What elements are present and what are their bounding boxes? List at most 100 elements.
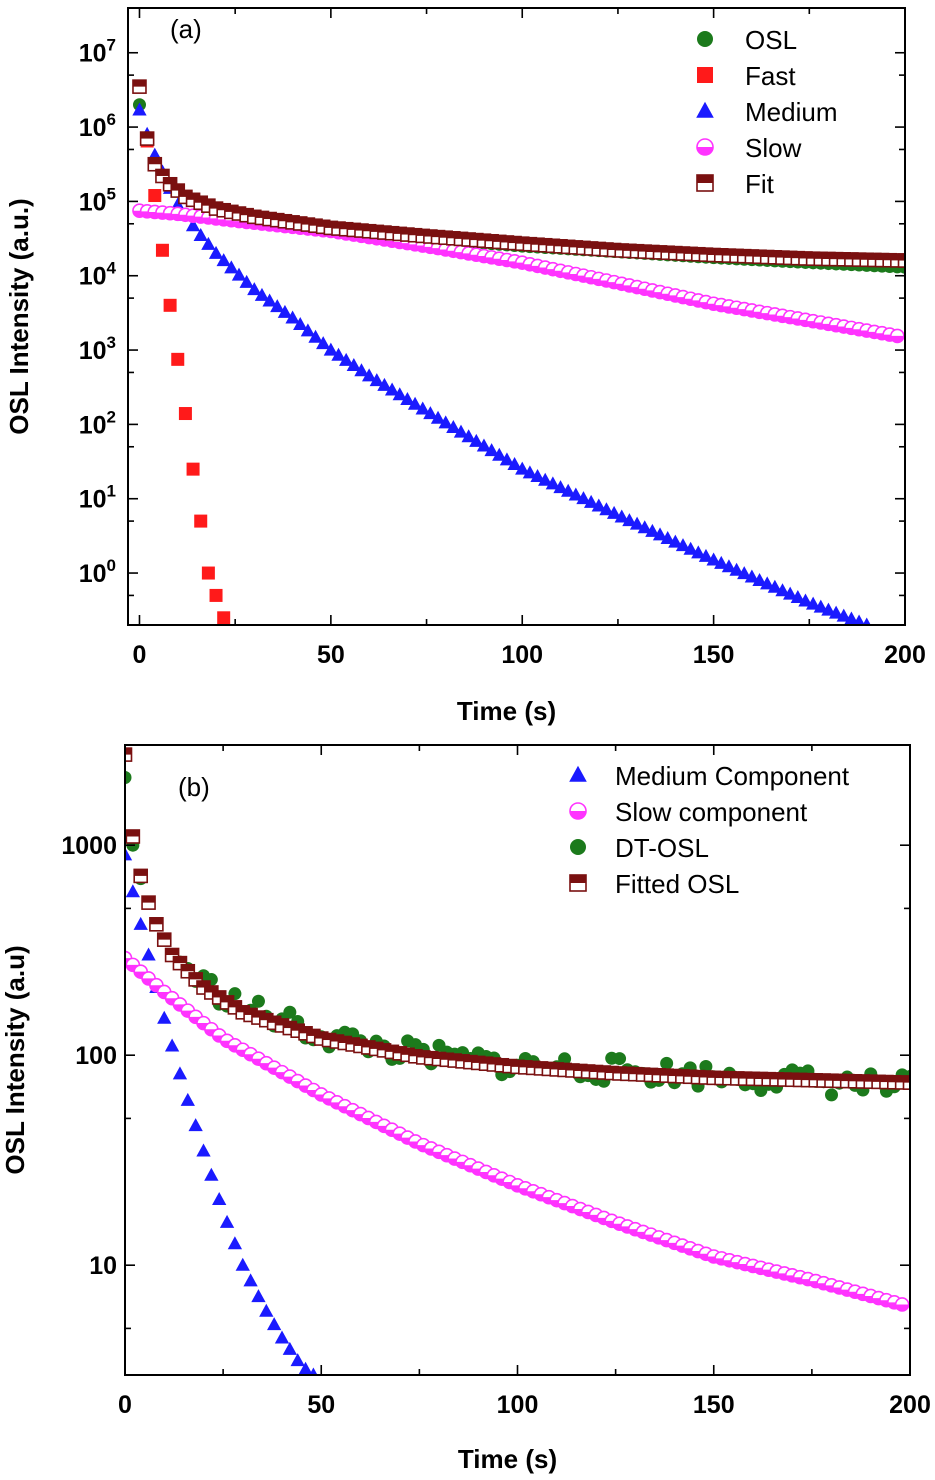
data-point bbox=[902, 1075, 910, 1090]
data-point bbox=[384, 382, 400, 396]
data-point bbox=[583, 494, 599, 508]
legend-label: Slow bbox=[745, 133, 802, 163]
data-point bbox=[133, 868, 148, 884]
x-axis: 0 50 100 150 200 bbox=[133, 8, 926, 669]
data-point bbox=[522, 465, 538, 479]
data-point bbox=[430, 410, 446, 424]
data-point bbox=[209, 588, 223, 602]
data-point bbox=[697, 67, 713, 83]
data-point bbox=[156, 932, 172, 947]
data-point bbox=[767, 579, 783, 593]
data-point bbox=[251, 994, 265, 1008]
legend-item: Fit bbox=[696, 169, 775, 199]
data-point bbox=[193, 227, 208, 241]
plot-frame bbox=[127, 7, 906, 626]
data-point bbox=[737, 566, 752, 580]
legend-item: Fitted OSL bbox=[569, 869, 739, 899]
data-point bbox=[254, 287, 270, 301]
plot-area bbox=[132, 79, 905, 625]
data-point bbox=[262, 293, 277, 307]
data-point bbox=[714, 555, 729, 569]
data-point bbox=[569, 802, 587, 820]
y-tick-label: 102 bbox=[79, 407, 116, 439]
y-tick-label: 107 bbox=[79, 36, 116, 68]
data-point bbox=[476, 438, 492, 452]
data-point bbox=[274, 1330, 290, 1344]
data-point bbox=[530, 469, 545, 483]
data-point bbox=[469, 433, 484, 447]
data-point bbox=[645, 523, 660, 537]
data-point bbox=[853, 614, 865, 625]
data-point bbox=[290, 1353, 305, 1367]
x-tick-label: 0 bbox=[133, 641, 147, 669]
data-point bbox=[744, 569, 760, 583]
data-point bbox=[721, 559, 737, 573]
data-point bbox=[125, 847, 133, 861]
data-point bbox=[844, 611, 859, 625]
x-tick-label: 50 bbox=[307, 1391, 335, 1419]
y-tick-label: 106 bbox=[79, 110, 116, 142]
data-point bbox=[569, 874, 587, 892]
legend: Medium Component Slow component DT-OSL Fitt… bbox=[569, 761, 850, 899]
data-point bbox=[652, 527, 668, 541]
legend-label: Fitted OSL bbox=[615, 869, 739, 899]
y-tick-label: 100 bbox=[75, 1042, 117, 1070]
data-point bbox=[660, 531, 675, 545]
legend: OSL Fast Medium Slow Fit bbox=[696, 25, 837, 199]
data-point bbox=[821, 602, 836, 616]
data-point bbox=[696, 138, 714, 156]
data-point bbox=[149, 917, 164, 932]
data-point bbox=[285, 310, 300, 324]
data-point bbox=[139, 131, 155, 146]
series-medium-component bbox=[125, 847, 318, 1375]
x-tick-label: 150 bbox=[693, 1391, 735, 1419]
data-point bbox=[331, 347, 346, 361]
data-point bbox=[591, 498, 606, 512]
data-point bbox=[125, 884, 140, 898]
y-axis-title: OSL Intensity (a.u.) bbox=[4, 198, 34, 434]
data-point bbox=[606, 505, 622, 519]
data-point bbox=[706, 552, 721, 566]
data-point bbox=[267, 1317, 282, 1331]
legend-item: Slow bbox=[696, 133, 802, 163]
data-point bbox=[453, 424, 469, 438]
data-point bbox=[298, 1361, 313, 1375]
data-point bbox=[196, 1143, 211, 1157]
data-point bbox=[729, 562, 744, 576]
legend-item: Medium Component bbox=[569, 761, 850, 791]
data-point bbox=[775, 583, 790, 597]
data-point bbox=[293, 316, 308, 330]
data-point bbox=[400, 392, 415, 406]
data-point bbox=[163, 298, 177, 312]
series-slow-component bbox=[125, 950, 910, 1312]
panel-label: (b) bbox=[178, 772, 210, 802]
data-point bbox=[438, 415, 453, 429]
series-fit bbox=[132, 79, 905, 268]
data-point bbox=[699, 1059, 713, 1073]
data-point bbox=[188, 1118, 203, 1132]
data-point bbox=[538, 472, 553, 486]
y-axis: 10 100 1000 bbox=[61, 832, 910, 1330]
data-point bbox=[894, 1297, 910, 1312]
plot-area bbox=[125, 747, 910, 1375]
data-point bbox=[613, 1052, 627, 1066]
data-point bbox=[231, 267, 247, 281]
data-point bbox=[798, 593, 813, 607]
data-point bbox=[568, 487, 583, 501]
data-point bbox=[392, 387, 407, 401]
data-point bbox=[308, 329, 323, 343]
data-point bbox=[553, 480, 568, 494]
legend-item: Fast bbox=[697, 61, 796, 91]
data-point bbox=[309, 1367, 318, 1375]
y-tick-label: 100 bbox=[79, 556, 116, 588]
data-point bbox=[243, 1273, 258, 1287]
data-point bbox=[558, 1052, 572, 1066]
data-point bbox=[890, 328, 905, 344]
y-tick-label: 10 bbox=[89, 1252, 117, 1280]
data-point bbox=[698, 548, 714, 562]
y-axis: 100 101 102 103 104 105 106 107 bbox=[79, 36, 905, 597]
series-fitted-osl bbox=[125, 747, 910, 1090]
data-point bbox=[862, 617, 871, 625]
legend-label: DT-OSL bbox=[615, 833, 709, 863]
chart-panel-1: 0 50 100 150 200 100 101 102 103 104 105 106 107 Time… bbox=[4, 7, 926, 726]
